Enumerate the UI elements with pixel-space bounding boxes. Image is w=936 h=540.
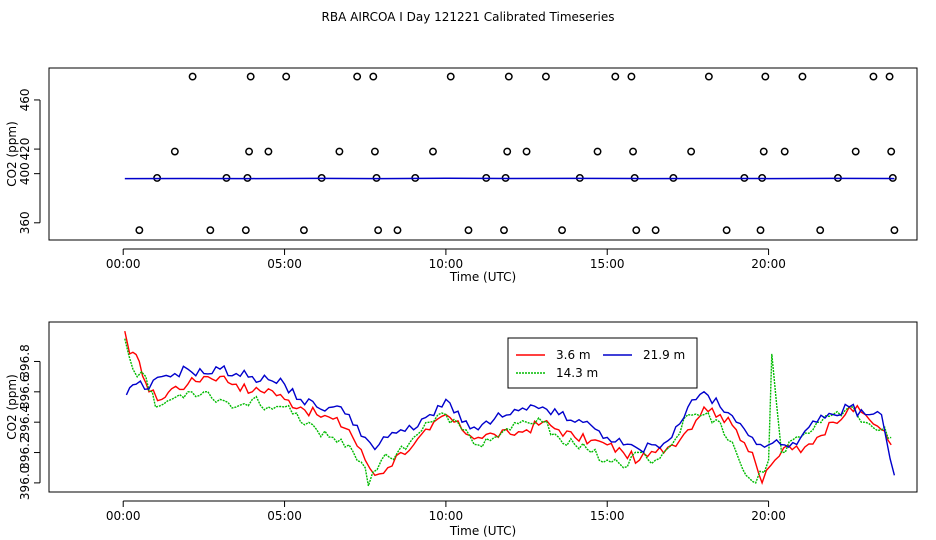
top-point (722, 226, 731, 235)
top-point (522, 147, 531, 156)
top-y-tick-label: 420 (18, 138, 32, 161)
bottom-y-tick-label: 396.6 (18, 375, 32, 409)
top-point (500, 226, 508, 235)
top-point (369, 72, 378, 81)
top-point (611, 72, 620, 81)
legend-label-21-9m: 21.9 m (643, 348, 685, 362)
top-point (761, 72, 770, 81)
top-x-tick-label: 00:00 (106, 257, 141, 271)
top-point (816, 226, 825, 235)
top-point (170, 147, 179, 156)
bottom-x-tick-label: 10:00 (429, 509, 464, 523)
legend-box (507, 337, 698, 389)
bottom-y-tick-label: 396.0 (18, 466, 32, 500)
top-point (188, 72, 197, 81)
top-x-tick-label: 05:00 (267, 257, 302, 271)
top-point (887, 147, 896, 156)
top-point (759, 147, 768, 156)
series-line-14-3-m (124, 338, 892, 487)
top-point (503, 147, 512, 156)
bottom-panel: 00:00 05:00 10:00 15:00 20:00 396.0396.2396.… (5, 321, 918, 538)
top-point (393, 226, 402, 235)
top-x-axis: 00:00 05:00 10:00 15:00 20:00 (106, 248, 786, 271)
top-point (241, 226, 250, 235)
legend: 3.6 m 21.9 m 14.3 m (507, 337, 698, 389)
bottom-y-tick-label: 396.2 (18, 435, 32, 469)
top-point (629, 147, 637, 156)
main-title: RBA AIRCOA I Day 121221 Calibrated Times… (322, 10, 615, 24)
top-point (798, 72, 807, 81)
series-line-3-6-m (124, 330, 892, 485)
bottom-y-tick-label: 396.8 (18, 344, 32, 378)
top-x-tick-label: 10:00 (429, 257, 464, 271)
bottom-y-tick-label: 396.4 (18, 405, 32, 439)
top-point (370, 147, 379, 156)
top-point (446, 72, 455, 81)
top-point (135, 226, 144, 235)
bottom-x-tick-label: 20:00 (751, 509, 786, 523)
top-point (464, 226, 473, 235)
top-point (264, 147, 273, 156)
top-x-axis-label: Time (UTC) (449, 270, 516, 284)
top-y-tick-label: 460 (18, 88, 32, 111)
bottom-x-tick-label: 00:00 (106, 509, 141, 523)
legend-label-3-6m: 3.6 m (556, 348, 591, 362)
top-point (353, 72, 362, 81)
bottom-y-axis-label: CO2 (ppm) (5, 374, 19, 440)
top-point (756, 226, 765, 235)
top-point (704, 72, 713, 81)
top-point (593, 147, 602, 156)
top-point (885, 72, 894, 81)
bottom-x-axis: 00:00 05:00 10:00 15:00 20:00 (106, 500, 786, 523)
legend-label-14-3m: 14.3 m (556, 366, 598, 380)
bottom-x-axis-label: Time (UTC) (449, 524, 516, 538)
top-point (206, 226, 215, 235)
top-point (282, 72, 291, 81)
bottom-x-tick-label: 15:00 (590, 509, 625, 523)
bottom-plot-frame (48, 321, 918, 493)
top-points (135, 72, 899, 235)
bottom-series (124, 330, 896, 487)
top-point (374, 226, 383, 235)
top-point (541, 72, 550, 81)
series-line-21-9-m (125, 364, 896, 476)
bottom-x-tick-label: 05:00 (267, 509, 302, 523)
top-x-tick-label: 15:00 (590, 257, 625, 271)
top-point (429, 147, 437, 156)
top-point (558, 226, 567, 235)
top-y-tick-label: 360 (18, 211, 32, 234)
top-point (890, 226, 899, 235)
top-point (632, 226, 641, 235)
top-point (246, 72, 255, 81)
top-point (869, 72, 878, 81)
top-plot-frame (48, 67, 918, 241)
top-point (780, 147, 789, 156)
top-point (851, 147, 860, 156)
top-y-tick-label: 400 (18, 162, 32, 185)
top-point (504, 72, 513, 81)
top-point (245, 147, 254, 156)
top-y-axis-label: CO2 (ppm) (5, 121, 19, 187)
top-point (335, 147, 344, 156)
top-point (651, 226, 660, 235)
top-point (627, 72, 636, 81)
top-x-tick-label: 20:00 (751, 257, 786, 271)
top-point (687, 147, 696, 156)
top-point (299, 226, 308, 235)
